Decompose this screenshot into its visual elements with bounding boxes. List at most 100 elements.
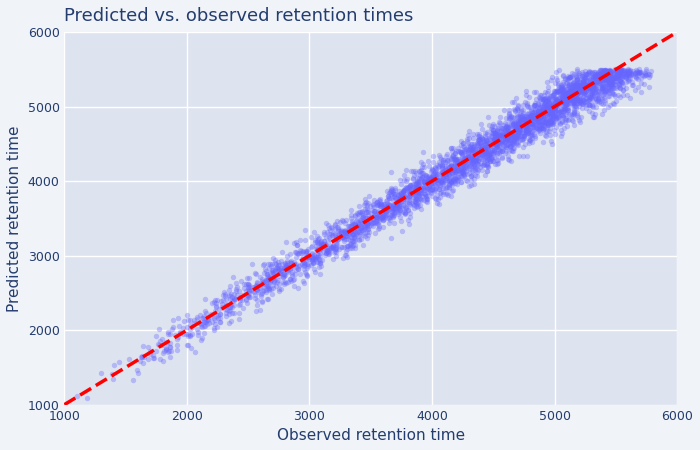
Point — [415, 195, 426, 203]
Point — [197, 335, 208, 342]
Point — [504, 114, 515, 122]
Point — [463, 149, 474, 157]
Point — [594, 98, 605, 105]
Point — [346, 222, 357, 230]
Point — [608, 68, 619, 76]
Point — [251, 280, 262, 287]
Point — [445, 161, 456, 168]
Point — [442, 168, 454, 176]
Point — [539, 106, 550, 113]
Point — [181, 324, 193, 331]
Point — [305, 233, 316, 240]
Point — [405, 191, 416, 198]
Point — [385, 234, 396, 242]
Point — [508, 137, 519, 144]
Point — [596, 76, 608, 84]
Point — [304, 254, 315, 261]
Point — [594, 81, 605, 89]
Point — [374, 195, 386, 203]
Point — [387, 196, 398, 203]
Point — [602, 87, 613, 94]
Point — [345, 211, 356, 218]
Point — [262, 282, 273, 289]
Point — [576, 71, 587, 78]
Point — [601, 71, 612, 78]
Point — [399, 199, 410, 206]
Point — [423, 189, 434, 196]
Point — [387, 204, 398, 211]
Point — [489, 136, 500, 143]
Point — [337, 232, 349, 239]
Point — [563, 104, 574, 111]
Point — [594, 76, 606, 83]
Point — [608, 80, 620, 87]
Point — [545, 124, 556, 131]
Point — [391, 201, 402, 208]
Point — [535, 96, 546, 104]
Point — [429, 165, 440, 172]
Point — [421, 192, 433, 199]
Point — [496, 126, 507, 134]
Point — [484, 121, 495, 128]
Point — [489, 144, 500, 151]
Point — [466, 176, 477, 184]
Point — [608, 100, 619, 107]
Point — [249, 284, 260, 291]
Point — [404, 184, 415, 191]
Point — [586, 81, 597, 89]
Point — [195, 320, 206, 327]
Point — [167, 324, 178, 331]
Point — [442, 190, 453, 197]
Point — [298, 258, 309, 265]
Point — [348, 232, 359, 239]
Point — [512, 129, 524, 136]
Point — [395, 209, 406, 216]
Point — [486, 133, 498, 140]
Point — [552, 97, 564, 104]
Point — [344, 223, 355, 230]
Point — [612, 66, 624, 73]
Point — [599, 82, 610, 90]
Point — [223, 292, 235, 299]
Point — [608, 90, 619, 97]
Point — [573, 94, 584, 101]
Point — [542, 112, 553, 119]
Point — [368, 196, 379, 203]
Point — [636, 72, 648, 79]
Point — [590, 79, 601, 86]
Point — [550, 87, 561, 94]
Point — [561, 116, 572, 123]
Point — [499, 138, 510, 145]
Point — [589, 75, 601, 82]
Point — [542, 98, 553, 105]
Point — [446, 188, 457, 195]
Point — [332, 231, 343, 239]
Point — [550, 88, 561, 95]
Point — [496, 137, 507, 144]
Point — [634, 69, 645, 76]
Point — [612, 70, 623, 77]
Point — [500, 142, 512, 149]
Point — [567, 89, 578, 96]
Point — [517, 120, 528, 127]
Point — [615, 77, 626, 85]
Point — [438, 188, 449, 195]
Point — [486, 141, 497, 148]
Point — [643, 71, 655, 78]
Point — [603, 67, 615, 74]
Point — [71, 393, 83, 400]
Point — [486, 149, 497, 156]
Point — [531, 117, 542, 125]
Point — [363, 222, 374, 230]
Point — [386, 211, 398, 218]
Point — [443, 184, 454, 192]
Point — [541, 104, 552, 112]
Point — [387, 206, 398, 213]
Point — [454, 148, 466, 155]
Point — [423, 180, 434, 187]
Point — [594, 73, 605, 80]
Point — [428, 177, 440, 184]
Point — [531, 120, 542, 127]
Point — [335, 229, 346, 236]
Point — [153, 326, 164, 333]
